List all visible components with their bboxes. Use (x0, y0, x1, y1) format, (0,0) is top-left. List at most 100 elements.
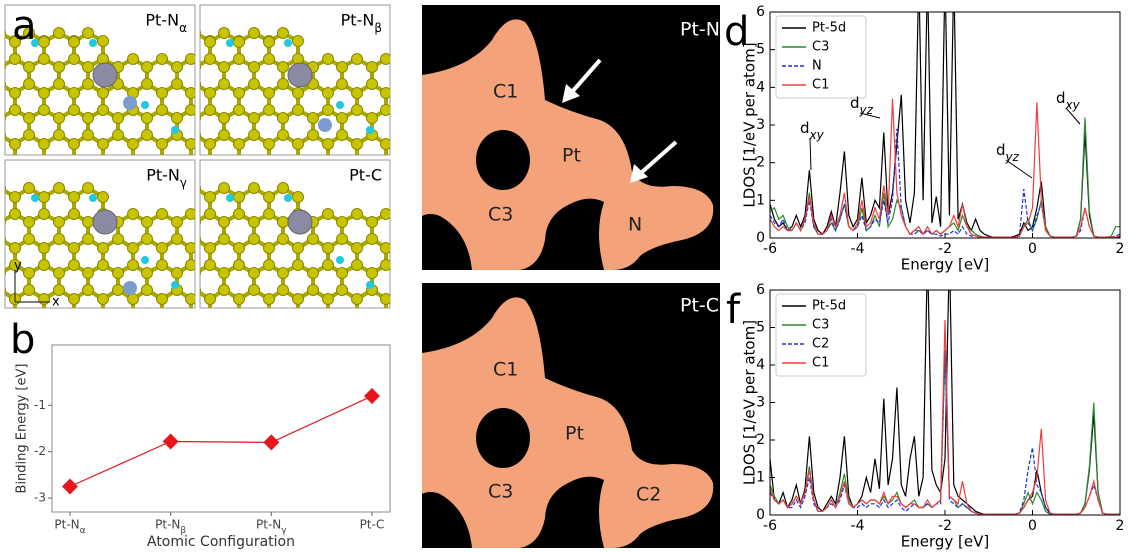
carbon-atom (264, 243, 275, 254)
annotation-sub: xy (809, 128, 825, 142)
carbon-atom (142, 319, 153, 330)
carbon-atom (249, 183, 260, 194)
carbon-atom (39, 260, 50, 271)
carbon-atom (190, 319, 201, 330)
hydrogen-atom (141, 101, 149, 109)
carbon-atom (308, 285, 319, 296)
plot-lines (770, 253, 1120, 515)
carbon-atom (352, 311, 363, 322)
bond (74, 316, 88, 324)
legend-label: C2 (812, 337, 829, 352)
carbon-atom (186, 294, 197, 305)
carbon-atom (10, 105, 21, 116)
carbon-atom (175, 311, 186, 322)
carbon-atom (264, 311, 275, 322)
hydrogen-atom (226, 194, 234, 202)
carbon-atom (98, 311, 109, 322)
carbon-atom (10, 209, 21, 220)
carbon-atom (278, 234, 289, 245)
bond (283, 316, 298, 324)
bond (133, 316, 147, 324)
panel-letter: d (724, 9, 749, 55)
bond (313, 316, 328, 324)
carbon-atom (234, 209, 245, 220)
axis-name: x (52, 295, 60, 310)
ldos-line (770, 253, 1120, 515)
carbon-atom (249, 319, 260, 330)
carbon-atom (278, 183, 289, 194)
carbon-atom (337, 79, 348, 90)
carbon-atom (98, 260, 109, 271)
carbon-atom (249, 130, 260, 141)
hydrogen-atom (366, 126, 374, 134)
carbon-atom (205, 105, 216, 116)
bond (210, 316, 224, 324)
carbon-atom (396, 181, 407, 192)
bond (254, 316, 269, 324)
carbon-atom (249, 234, 260, 245)
carbon-atom (157, 54, 168, 65)
carbon-atom (381, 311, 392, 322)
site-label: Pt (562, 145, 581, 167)
carbon-atom (54, 130, 65, 141)
carbon-atom (186, 209, 197, 220)
carbon-atom (83, 130, 94, 141)
x-tick-label: 0 (1028, 518, 1037, 534)
carbon-atom (234, 192, 245, 203)
carbon-atom (367, 268, 378, 279)
carbon-atom (157, 209, 168, 220)
bond (254, 316, 269, 324)
carbon-atom (278, 113, 289, 124)
legend-label: C3 (812, 40, 829, 55)
density-hole (476, 130, 530, 190)
bond (118, 316, 133, 324)
annotation-base: d (800, 119, 810, 137)
carbon-atom (39, 37, 50, 48)
x-tick-label: -6 (763, 241, 777, 257)
bond (224, 316, 239, 324)
carbon-atom (54, 183, 65, 194)
carbon-atom (278, 130, 289, 141)
carbon-atom (186, 105, 197, 116)
x-tick-label: Pt-Nα (54, 518, 85, 536)
figure: Pt-NαPt-NβPt-NγPt-Cyx a c Pt-Nα C1 Pt C3… (0, 0, 1129, 552)
carbon-atom (83, 113, 94, 124)
carbon-atom (337, 130, 348, 141)
carbon-atom (172, 234, 183, 245)
y-tick-label: 0 (756, 507, 765, 523)
site-label: C3 (488, 481, 513, 503)
carbon-atom (186, 139, 197, 150)
hydrogen-atom (171, 126, 179, 134)
carbon-atom (10, 54, 21, 65)
carbon-atom (83, 268, 94, 279)
carbon-atom (396, 234, 407, 245)
panel-e: e Pt-C C1 Pt C3 C2 (422, 283, 720, 548)
carbon-atom (83, 234, 94, 245)
carbon-atom (24, 130, 35, 141)
carbon-atom (278, 268, 289, 279)
carbon-atom (172, 62, 183, 73)
carbon-atom (234, 311, 245, 322)
carbon-atom (113, 285, 124, 296)
carbon-atom (10, 88, 21, 99)
carbon-atom (157, 88, 168, 99)
carbon-atom (249, 79, 260, 90)
carbon-atom (54, 62, 65, 73)
carbon-atom (128, 260, 139, 271)
carbon-atom (293, 192, 304, 203)
legend-label: C1 (812, 356, 829, 371)
bond (74, 316, 88, 324)
legend-label: C3 (812, 318, 829, 333)
carbon-atom (113, 130, 124, 141)
ldos-line (770, 129, 1120, 237)
carbon-atom (172, 217, 183, 228)
bond (372, 316, 386, 324)
carbon-atom (39, 243, 50, 254)
carbon-atom (323, 105, 334, 116)
hydrogen-atom (336, 101, 344, 109)
carbon-atom (352, 54, 363, 65)
x-tick-label: -4 (851, 518, 865, 534)
carbon-atom (234, 88, 245, 99)
carbon-atom (205, 139, 216, 150)
site-label: Pt (565, 423, 584, 445)
